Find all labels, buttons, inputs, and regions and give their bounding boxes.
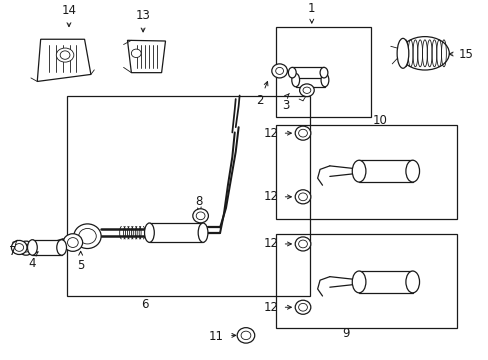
Ellipse shape	[299, 84, 314, 96]
Bar	[295, 73, 325, 87]
Ellipse shape	[21, 244, 30, 252]
Polygon shape	[37, 39, 91, 81]
Bar	[276, 125, 456, 219]
Text: 8: 8	[194, 195, 202, 208]
Text: 5: 5	[77, 259, 84, 272]
Ellipse shape	[321, 73, 328, 87]
Ellipse shape	[271, 64, 287, 78]
Ellipse shape	[11, 240, 27, 255]
Ellipse shape	[131, 49, 141, 58]
Text: 7: 7	[9, 245, 17, 258]
Text: 3: 3	[282, 99, 289, 112]
Ellipse shape	[63, 234, 82, 251]
Ellipse shape	[198, 223, 207, 242]
Ellipse shape	[237, 328, 254, 343]
Ellipse shape	[298, 193, 307, 201]
Ellipse shape	[288, 67, 296, 78]
Ellipse shape	[405, 160, 419, 182]
Ellipse shape	[79, 229, 96, 244]
Text: 2: 2	[256, 94, 264, 107]
Ellipse shape	[18, 241, 34, 255]
Ellipse shape	[320, 67, 327, 78]
Text: 10: 10	[371, 114, 386, 127]
Ellipse shape	[74, 224, 101, 248]
Ellipse shape	[291, 73, 299, 87]
Ellipse shape	[67, 238, 78, 247]
Ellipse shape	[27, 240, 37, 255]
Bar	[66, 95, 310, 296]
Ellipse shape	[298, 240, 307, 248]
Text: 12: 12	[263, 127, 278, 140]
Ellipse shape	[295, 300, 310, 314]
Ellipse shape	[56, 48, 74, 62]
Ellipse shape	[192, 209, 208, 223]
Polygon shape	[127, 40, 165, 73]
Ellipse shape	[144, 223, 154, 242]
Ellipse shape	[275, 67, 283, 75]
Text: 11: 11	[208, 330, 224, 343]
Text: 12: 12	[263, 190, 278, 203]
Ellipse shape	[57, 240, 66, 255]
Text: 12: 12	[263, 238, 278, 251]
Bar	[32, 240, 61, 255]
Ellipse shape	[295, 237, 310, 251]
Text: 6: 6	[141, 298, 148, 311]
Ellipse shape	[241, 331, 250, 339]
Ellipse shape	[298, 303, 307, 311]
Text: 9: 9	[341, 327, 349, 340]
Bar	[149, 223, 203, 242]
Ellipse shape	[351, 271, 365, 293]
Ellipse shape	[396, 39, 408, 68]
Ellipse shape	[196, 212, 204, 220]
Text: 14: 14	[61, 4, 76, 17]
Ellipse shape	[303, 87, 310, 93]
Bar	[358, 160, 412, 182]
Ellipse shape	[405, 271, 419, 293]
Ellipse shape	[298, 129, 307, 137]
Bar	[358, 271, 412, 293]
Ellipse shape	[295, 126, 310, 140]
Text: 13: 13	[135, 9, 150, 22]
Text: 1: 1	[307, 2, 315, 15]
Ellipse shape	[60, 51, 70, 59]
Bar	[292, 67, 324, 78]
Ellipse shape	[15, 244, 23, 251]
Text: 15: 15	[458, 48, 473, 60]
Text: 4: 4	[29, 257, 36, 270]
Bar	[276, 27, 370, 117]
Text: 12: 12	[263, 301, 278, 314]
Bar	[276, 234, 456, 328]
Ellipse shape	[295, 190, 310, 204]
Ellipse shape	[351, 160, 365, 182]
